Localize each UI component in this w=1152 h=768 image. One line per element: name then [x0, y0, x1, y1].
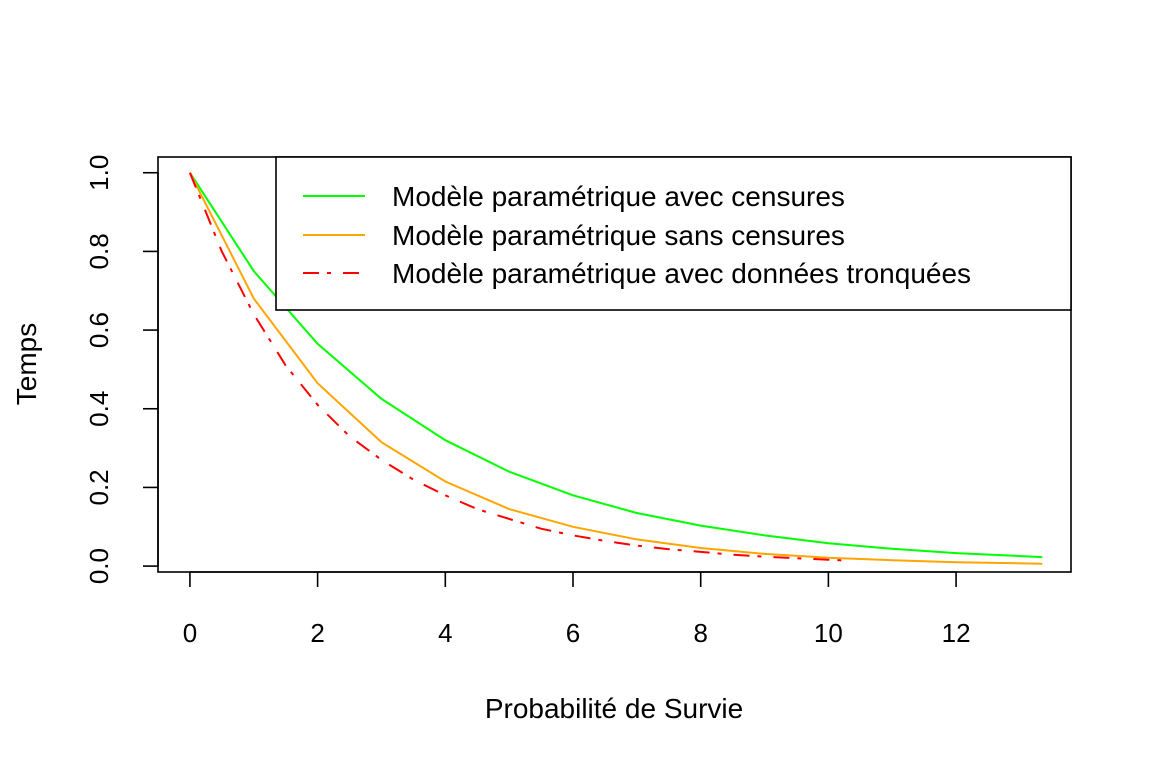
legend: Modèle paramétrique avec censures Modèle… [275, 156, 1072, 311]
legend-label-sans-censures: Modèle paramétrique sans censures [392, 220, 845, 251]
y-tick-label: 0.6 [84, 312, 114, 348]
series-line-2 [188, 172, 848, 562]
x-axis-label: Probabilité de Survie [485, 693, 743, 724]
x-axis: 0 2 4 6 8 10 12 [183, 571, 971, 648]
y-axis-label: Temps [11, 323, 42, 405]
x-tick-label: 12 [942, 618, 971, 648]
x-tick-label: 6 [566, 618, 580, 648]
x-tick-label: 10 [814, 618, 843, 648]
y-tick-label: 1.0 [84, 155, 114, 191]
y-tick-label: 0.4 [84, 391, 114, 427]
x-tick-label: 8 [693, 618, 707, 648]
x-tick-label: 2 [310, 618, 324, 648]
y-axis: 0.0 0.2 0.4 0.6 0.8 1.0 [84, 155, 159, 584]
legend-label-donnees-tronquees: Modèle paramétrique avec données tronqué… [392, 258, 971, 289]
legend-box [275, 156, 1072, 311]
y-tick-label: 0.2 [84, 469, 114, 505]
x-tick-label: 0 [183, 618, 197, 648]
y-tick-label: 0.0 [84, 548, 114, 584]
x-tick-label: 4 [438, 618, 452, 648]
series-line-0 [189, 172, 1043, 559]
y-tick-label: 0.8 [84, 233, 114, 269]
series-line-1 [189, 172, 1043, 565]
series-layer [188, 172, 1043, 565]
legend-label-avec-censures: Modèle paramétrique avec censures [392, 181, 845, 212]
